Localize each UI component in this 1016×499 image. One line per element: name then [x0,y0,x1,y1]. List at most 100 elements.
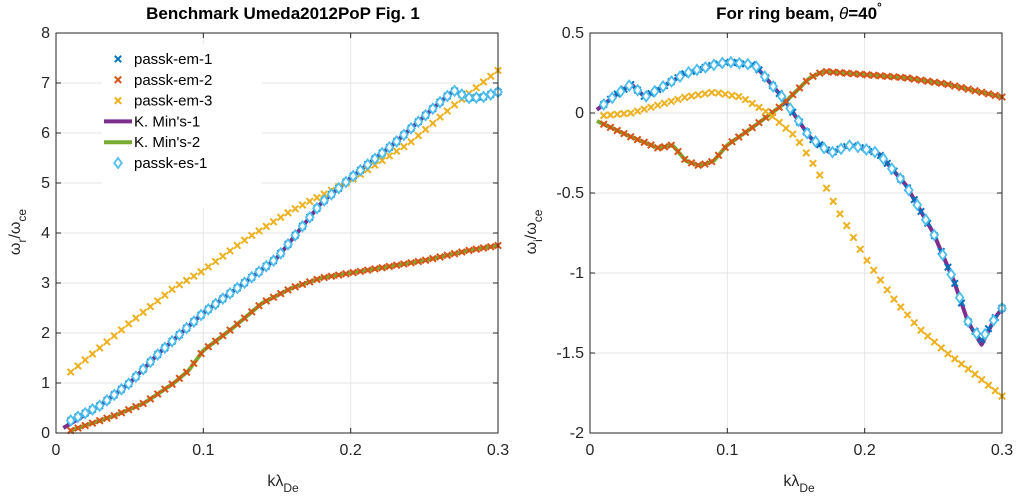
data-point [680,155,689,164]
data-point [937,344,946,352]
data-point [442,89,453,103]
data-point [809,72,817,81]
data-point [930,338,939,346]
data-point [305,197,314,206]
data-point [204,342,213,351]
data-point [890,72,898,81]
data-point [870,145,880,159]
data-point [74,362,82,370]
data-point [876,276,885,284]
data-point [160,385,169,394]
data-point [320,273,329,282]
data-point [471,90,482,104]
data-point [917,76,925,85]
data-point [842,221,851,230]
data-point [675,70,685,84]
data-point [844,139,855,153]
data-point [327,272,336,281]
data-point [291,282,300,291]
data-point [810,135,821,149]
data-point [131,370,141,384]
data-point [217,292,228,306]
data-point [255,226,263,235]
data-point [189,359,198,368]
data-point [145,355,156,369]
series-layer-right [595,55,1007,401]
data-point [132,402,140,411]
y-tick-label: 3 [41,275,50,292]
data-point [917,207,925,216]
data-point [457,248,466,256]
data-point [613,110,622,119]
data-point [297,219,308,233]
data-point [479,244,488,252]
legend-label: passk-em-2 [134,72,212,89]
data-point [428,119,437,128]
data-point [653,101,662,110]
data-point [153,390,162,398]
data-point [261,259,272,273]
data-point [81,356,90,364]
data-point [87,402,98,416]
data-point [910,75,919,84]
data-point [139,308,148,317]
data-point [863,70,871,79]
panel-left: Benchmark Umeda2012PoP Fig. 1 0 0.1 0.2 0.3… [7,4,509,495]
data-point [196,308,206,322]
data-point [109,388,120,402]
y-tick-label: 1 [41,375,50,392]
y-tick-label: 0.5 [562,25,584,42]
legend-label: K. Min's-2 [134,134,200,151]
data-point [869,266,878,275]
data-point [313,275,321,284]
data-point [788,90,797,99]
plot-frame-right [589,32,1003,434]
data-point [883,285,892,294]
data-point [225,286,235,300]
legend-item-passk-em-2: passk-em-2 [114,72,212,89]
data-point [660,142,669,151]
data-point [81,421,90,430]
data-point [233,241,242,250]
data-point [420,108,431,122]
legend-item-passk-em-3: passk-em-3 [114,93,212,110]
data-point [378,156,387,165]
data-point [276,289,285,298]
data-point [836,68,844,77]
data-point [748,99,757,108]
series-passk-es-1-left [65,84,503,427]
legend-item-k-min-s-1: K. Min's-1 [104,113,200,130]
data-point [233,320,242,329]
data-point [103,414,111,423]
data-point [465,246,473,255]
data-point [80,406,91,420]
data-point [182,276,191,285]
data-point [944,349,952,358]
data-point [436,113,444,122]
data-point [450,100,459,109]
data-point [809,159,817,168]
legend-box [102,44,262,208]
x-axis-label-right: kλDe [783,473,815,495]
data-point [472,245,481,254]
data-point [647,141,655,149]
data-point [443,107,452,115]
data-point [748,123,757,132]
data-point [478,90,489,104]
data-point [768,112,777,121]
data-point [836,142,846,156]
x-axis-label-left: kλDe [267,473,299,495]
data-point [863,256,871,265]
data-point [937,248,948,262]
data-point [348,169,359,183]
data-point [795,138,804,147]
y-tick-label: 4 [41,225,50,242]
data-point [598,97,609,111]
data-point [385,262,394,271]
data-point [709,58,719,72]
data-point [240,236,249,245]
data-point [653,143,662,152]
data-point [836,209,844,218]
data-point [168,285,177,294]
data-point [284,208,292,217]
